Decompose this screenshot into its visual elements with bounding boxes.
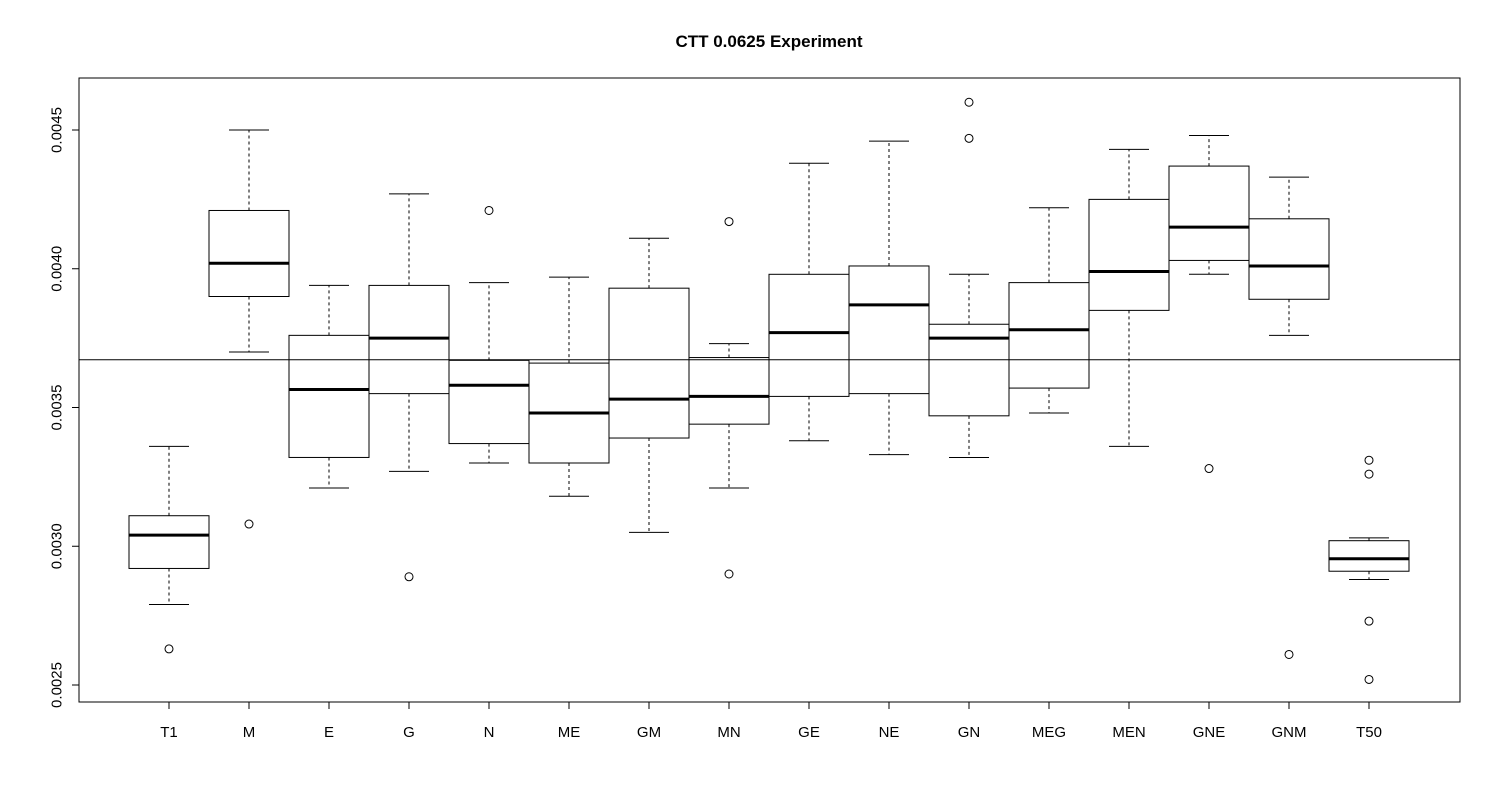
x-tick-label: GM	[637, 724, 661, 741]
iqr-box	[608, 287, 690, 439]
iqr-box	[128, 515, 210, 569]
outlier-point	[244, 519, 254, 529]
box-e	[288, 284, 370, 489]
outlier-point	[1364, 469, 1374, 479]
x-tick-label: ME	[558, 724, 581, 741]
x-tick-label: G	[403, 724, 415, 741]
outlier-point	[1364, 674, 1374, 684]
x-tick-label: MN	[717, 724, 740, 741]
box-gnm	[1248, 176, 1330, 659]
x-tick-label: E	[324, 724, 334, 741]
y-tick-label: 0.0035	[49, 385, 66, 431]
x-axis: T1 M E G N ME GM MN GE NE GN MEG MEN GNE GNM T50	[160, 701, 1382, 741]
box-series	[128, 97, 1410, 684]
y-tick-label: 0.0045	[49, 107, 66, 153]
box-men	[1088, 148, 1170, 447]
box-me	[528, 276, 610, 497]
iqr-box	[1088, 198, 1170, 311]
iqr-box	[1008, 282, 1090, 389]
outlier-point	[1364, 455, 1374, 465]
iqr-box	[208, 209, 290, 298]
x-tick-label: MEN	[1112, 724, 1145, 741]
outlier-point	[964, 97, 974, 107]
outlier-point	[404, 572, 414, 582]
iqr-box	[688, 357, 770, 425]
box-g	[368, 193, 450, 582]
x-tick-label: GE	[798, 724, 820, 741]
y-tick-label: 0.0025	[49, 662, 66, 708]
iqr-box	[1248, 218, 1330, 300]
iqr-box	[768, 273, 850, 397]
outlier-point	[724, 569, 734, 579]
outlier-point	[964, 133, 974, 143]
iqr-box	[1328, 540, 1410, 572]
box-ge	[768, 162, 850, 442]
y-tick-label: 0.0030	[49, 523, 66, 569]
box-t1	[128, 445, 210, 654]
box-ne	[848, 140, 930, 456]
outlier-point	[724, 217, 734, 227]
x-tick-label: M	[243, 724, 256, 741]
iqr-box	[288, 334, 370, 458]
box-meg	[1008, 207, 1090, 414]
box-gne	[1168, 135, 1250, 474]
x-tick-label: T50	[1356, 724, 1382, 741]
box-gn	[928, 97, 1010, 458]
x-tick-label: T1	[160, 724, 178, 741]
x-tick-label: N	[484, 724, 495, 741]
outlier-point	[1284, 649, 1294, 659]
y-tick-label: 0.0040	[49, 246, 66, 292]
x-tick-label: MEG	[1032, 724, 1066, 741]
x-tick-label: GNM	[1272, 724, 1307, 741]
box-n	[448, 205, 530, 464]
outlier-point	[484, 205, 494, 215]
box-gm	[608, 237, 690, 533]
iqr-box	[848, 265, 930, 395]
box-mn	[688, 217, 770, 579]
chart-title: CTT 0.0625 Experiment	[675, 32, 862, 51]
y-axis: 0.0025 0.0030 0.0035 0.0040 0.0045	[49, 107, 80, 708]
x-tick-label: GNE	[1193, 724, 1226, 741]
x-tick-label: NE	[879, 724, 900, 741]
outlier-point	[1204, 464, 1214, 474]
iqr-box	[448, 359, 530, 445]
outlier-point	[1364, 616, 1374, 626]
outlier-point	[164, 644, 174, 654]
box-m	[208, 129, 290, 529]
x-tick-label: GN	[958, 724, 981, 741]
iqr-box	[1168, 165, 1250, 261]
box-t50	[1328, 455, 1410, 684]
